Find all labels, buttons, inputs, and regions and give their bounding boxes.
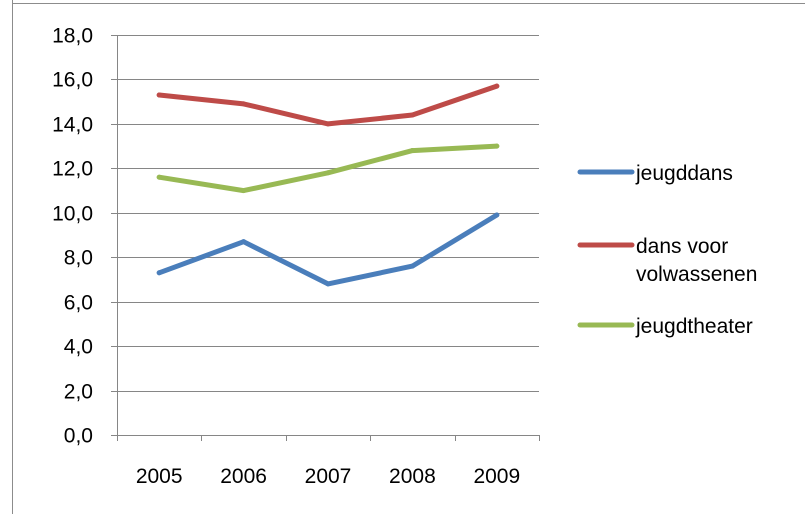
legend-label-dans-voor-volwassenen: dans voor	[636, 235, 728, 258]
x-tick-label: 2006	[220, 465, 267, 488]
gridlines	[117, 35, 539, 392]
data-point-jeugddans	[241, 239, 247, 245]
y-tick-label: 18,0	[52, 25, 93, 48]
axes	[111, 35, 540, 441]
y-tick-label: 6,0	[64, 292, 93, 315]
y-tick-label: 4,0	[64, 336, 93, 359]
legend-label-dans-voor-volwassenen: volwassenen	[636, 263, 757, 286]
legend-label-jeugddans: jeugddans	[635, 162, 733, 185]
data-point-dans-voor-volwassenen	[409, 112, 415, 118]
x-tick-label: 2009	[473, 465, 520, 488]
data-point-dans-voor-volwassenen	[241, 101, 247, 107]
data-point-dans-voor-volwassenen	[156, 92, 162, 98]
data-point-jeugdtheater	[241, 188, 247, 194]
y-tick-label: 2,0	[64, 381, 93, 404]
y-tick-label: 8,0	[64, 247, 93, 270]
data-point-jeugddans	[156, 270, 162, 276]
y-tick-label: 12,0	[52, 158, 93, 181]
y-tick-labels: 0,0 2,0 4,0 6,0 8,0 10,0 12,0 14,0 16,0 18,0	[52, 25, 93, 448]
series-line-jeugddans	[156, 212, 500, 287]
x-tick-label: 2005	[136, 465, 183, 488]
data-point-jeugddans	[325, 281, 331, 287]
data-point-dans-voor-volwassenen	[325, 121, 331, 127]
series-line-dans-voor-volwassenen	[156, 83, 500, 127]
data-point-jeugdtheater	[494, 143, 500, 149]
y-tick-label: 10,0	[52, 203, 93, 226]
legend: jeugddans dans voor volwassenen jeugdtheate…	[577, 162, 757, 338]
x-tick-labels: 2005 2006 2007 2008 2009	[136, 465, 520, 488]
y-tick-label: 16,0	[52, 69, 93, 92]
data-point-jeugddans	[494, 212, 500, 218]
x-tick-label: 2008	[389, 465, 436, 488]
y-tick-label: 0,0	[64, 425, 93, 448]
x-tick-label: 2007	[305, 465, 352, 488]
y-tick-label: 14,0	[52, 114, 93, 137]
data-point-jeugdtheater	[325, 170, 331, 176]
series-lines	[156, 83, 500, 287]
data-point-jeugddans	[409, 263, 415, 269]
data-point-jeugdtheater	[156, 174, 162, 180]
data-point-jeugdtheater	[409, 148, 415, 154]
data-point-dans-voor-volwassenen	[494, 83, 500, 89]
legend-label-jeugdtheater: jeugdtheater	[635, 315, 753, 338]
